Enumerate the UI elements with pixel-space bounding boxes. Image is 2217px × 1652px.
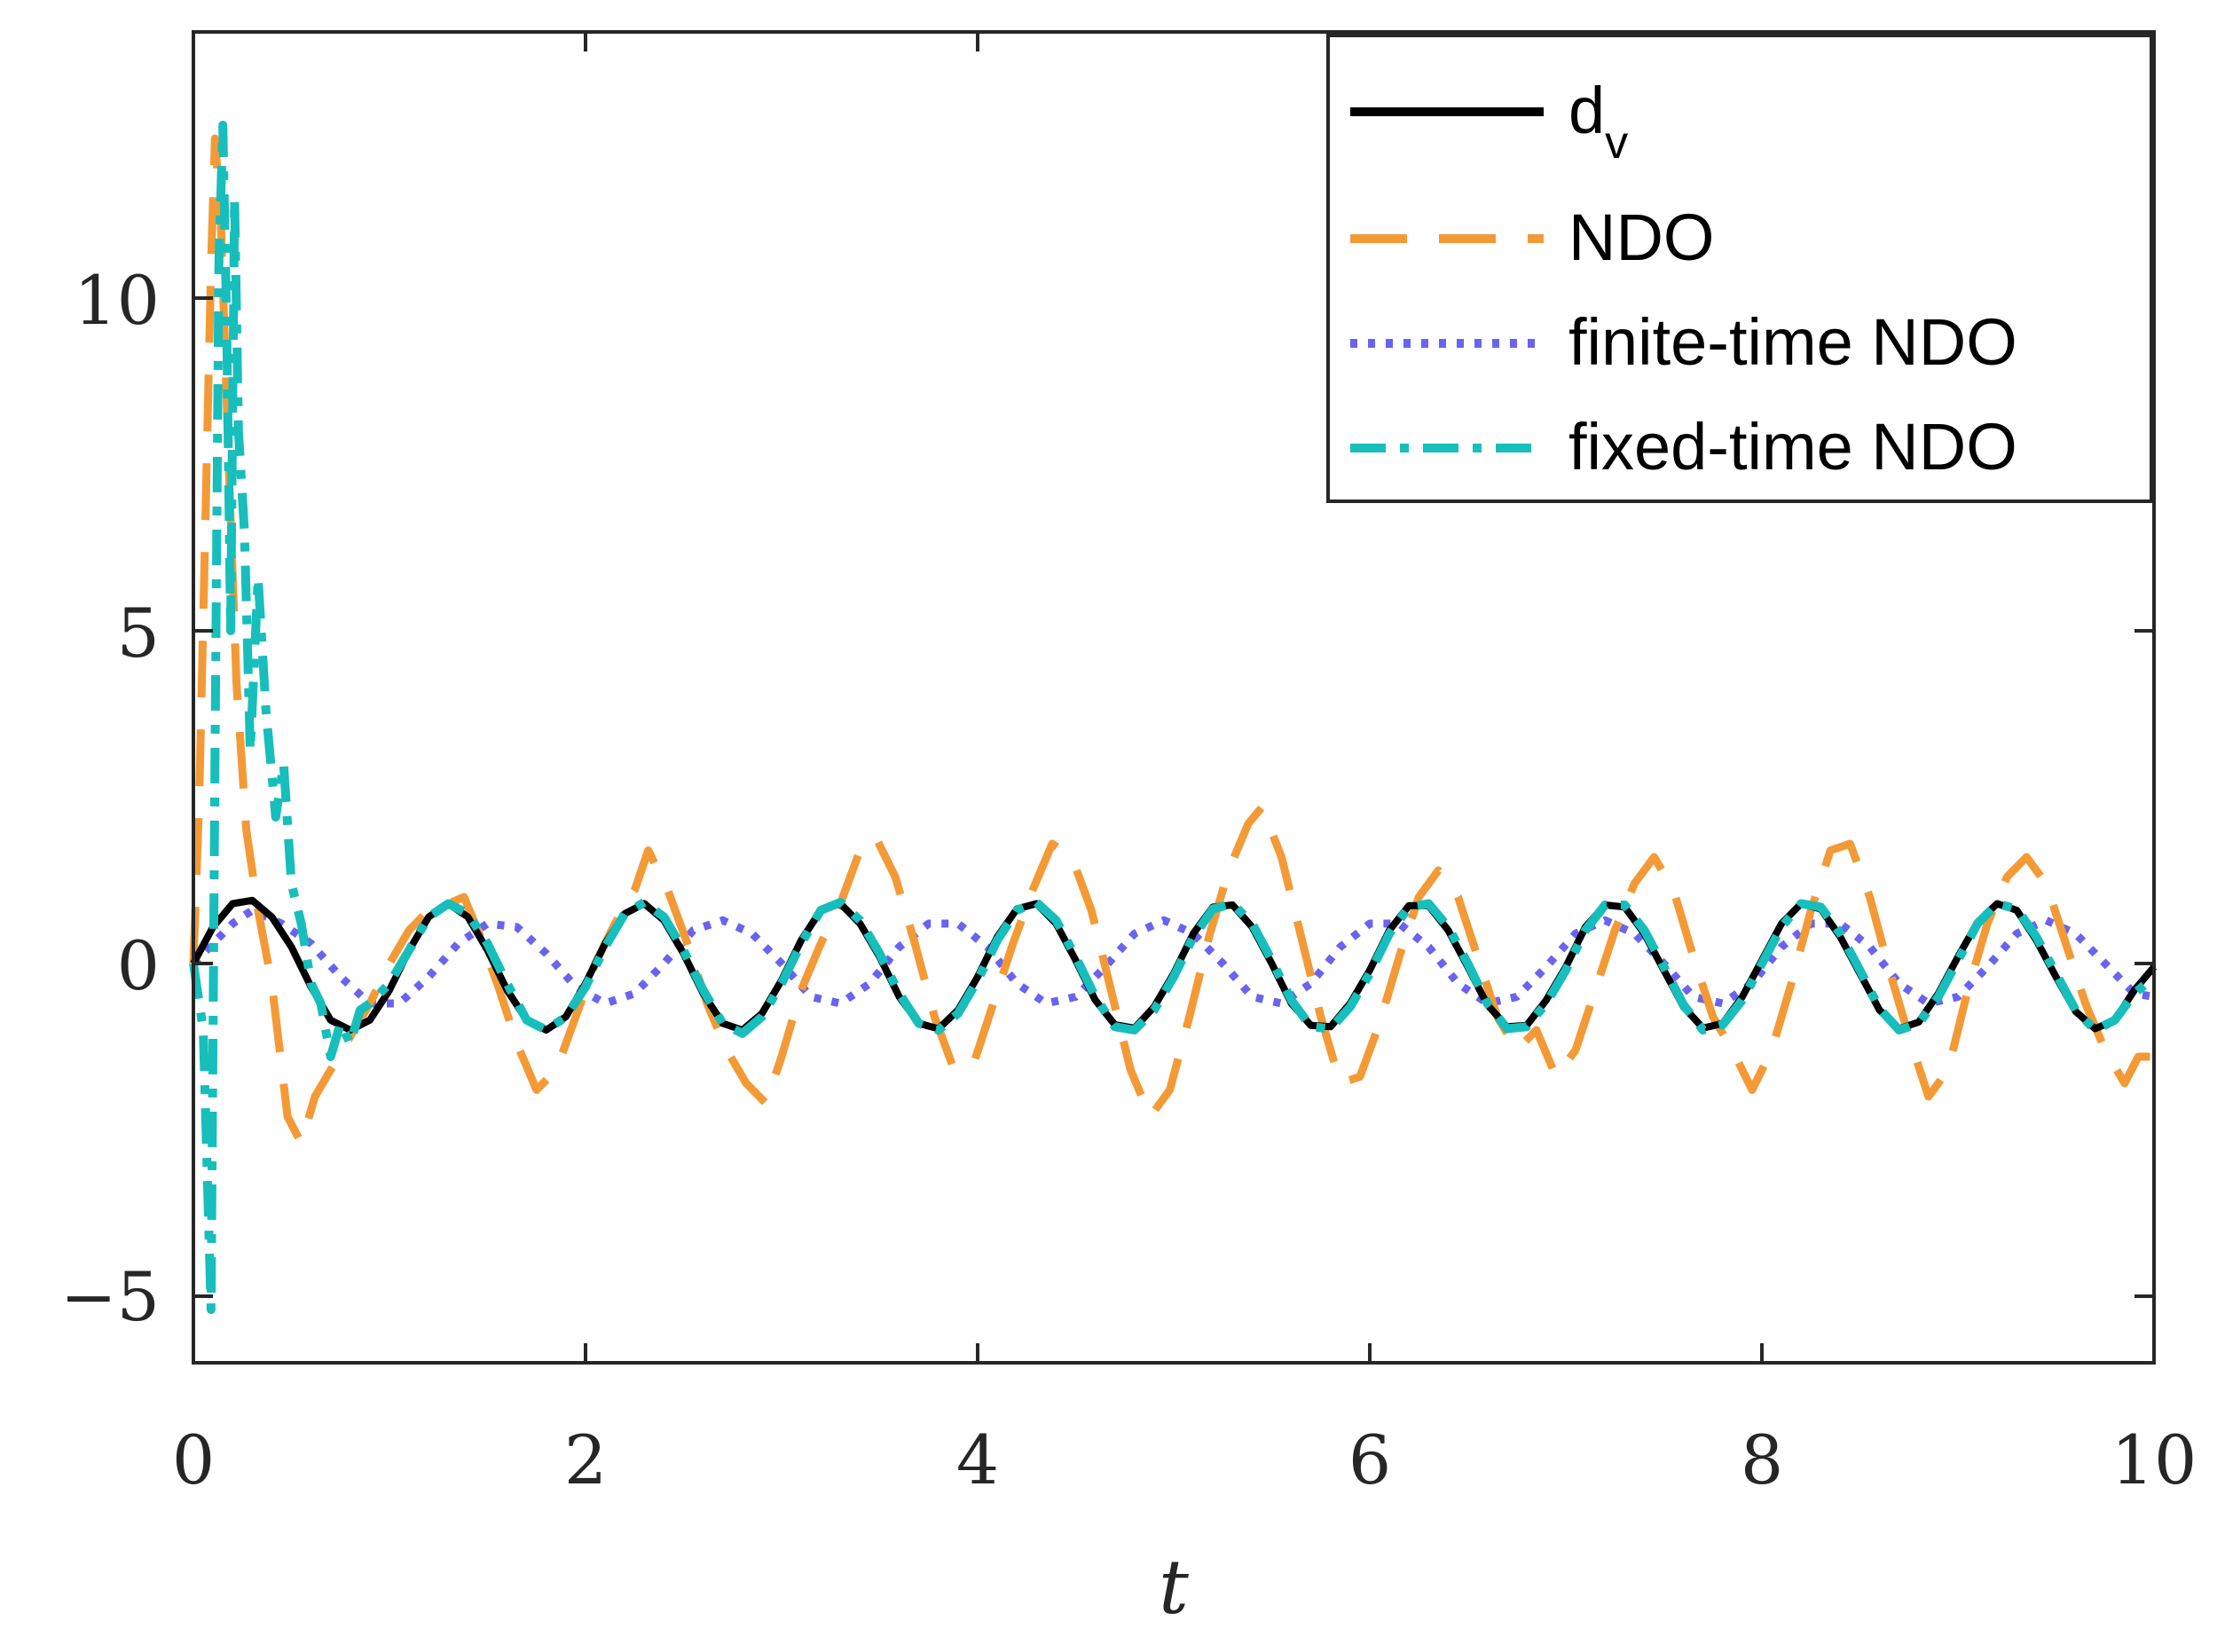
series-layer xyxy=(189,121,2158,1314)
legend-label-dv: dv xyxy=(1568,74,1628,169)
axes-box xyxy=(192,30,2156,1365)
legend: dv NDO finite-time NDO fixed-time NDO xyxy=(1326,34,2153,503)
y-tick-label-10: 10 xyxy=(74,261,160,340)
x-tick-label-0: 0 xyxy=(172,1420,215,1499)
y-tick-label-0: 0 xyxy=(117,926,160,1005)
series-line-ndo xyxy=(189,134,2154,1147)
y-tick-label-5: 5 xyxy=(117,594,160,673)
x-axis-title: t xyxy=(1159,1544,1189,1631)
x-tick-label-6: 6 xyxy=(1348,1420,1391,1499)
series-line-fixed xyxy=(189,121,2158,1314)
legend-label-fixed: fixed-time NDO xyxy=(1568,410,2017,484)
y-tick-labels: −5 0 5 10 xyxy=(60,261,160,1336)
x-tick-label-8: 8 xyxy=(1741,1420,1783,1499)
legend-label-ndo: NDO xyxy=(1568,201,1714,274)
x-tick-label-2: 2 xyxy=(564,1420,607,1499)
x-tick-labels: 0 2 4 6 8 10 xyxy=(172,1420,2197,1499)
y-tick-label-neg5: −5 xyxy=(60,1257,160,1336)
x-tick-label-4: 4 xyxy=(956,1420,999,1499)
x-tick-label-10: 10 xyxy=(2111,1420,2197,1499)
legend-label-finite: finite-time NDO xyxy=(1568,305,2017,379)
